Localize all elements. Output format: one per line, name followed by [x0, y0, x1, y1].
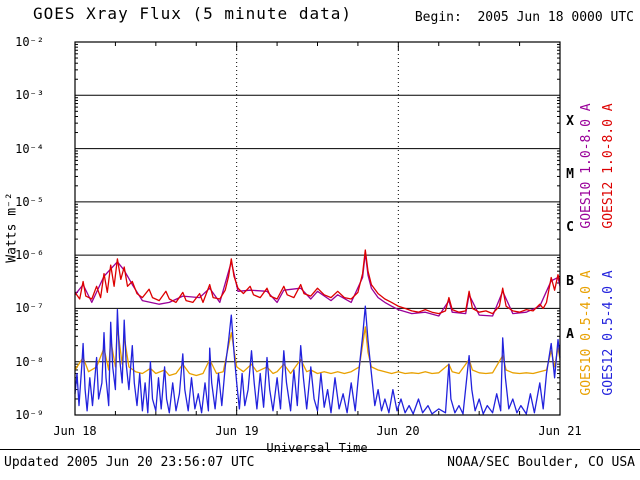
x-tick-label: Jun 20 — [376, 424, 420, 438]
flare-class-m: M — [566, 167, 574, 182]
y-tick-label: 10⁻² — [15, 35, 44, 49]
flare-class-b: B — [566, 274, 574, 289]
y-tick-label: 10⁻⁶ — [15, 248, 44, 262]
source-attribution: NOAA/SEC Boulder, CO USA — [447, 455, 635, 470]
y-tick-label: 10⁻³ — [15, 88, 44, 102]
x-tick-label: Jun 21 — [538, 424, 582, 438]
x-tick-label: Jun 19 — [215, 424, 259, 438]
y-tick-label: 10⁻⁸ — [15, 355, 44, 369]
y-tick-label: 10⁻⁷ — [15, 301, 44, 315]
y-tick-label: 10⁻⁴ — [15, 142, 44, 156]
y-axis-label: Watts m⁻² — [4, 192, 20, 263]
page-title: GOES Xray Flux (5 minute data) — [33, 4, 352, 23]
y-tick-label: 10⁻⁵ — [15, 195, 44, 209]
begin-time-label: Begin: 2005 Jun 18 0000 UTC — [414, 10, 634, 25]
flare-class-a: A — [566, 327, 574, 342]
flare-class-x: X — [566, 114, 574, 129]
x-tick-label: Jun 18 — [53, 424, 97, 438]
x-axis-label: Universal Time — [266, 441, 368, 455]
legend-goes10-long: GOES10 1.0-8.0 A — [579, 103, 594, 229]
updated-timestamp: Updated 2005 Jun 20 23:56:07 UTC — [4, 455, 255, 470]
y-tick-label: 10⁻⁹ — [15, 408, 44, 422]
flare-class-c: C — [566, 220, 574, 235]
legend-goes10-short: GOES10 0.5-4.0 A — [579, 270, 594, 396]
footer-divider — [0, 449, 640, 450]
legend-goes12-long: GOES12 1.0-8.0 A — [601, 103, 616, 229]
legend-goes12-short: GOES12 0.5-4.0 A — [601, 270, 616, 396]
